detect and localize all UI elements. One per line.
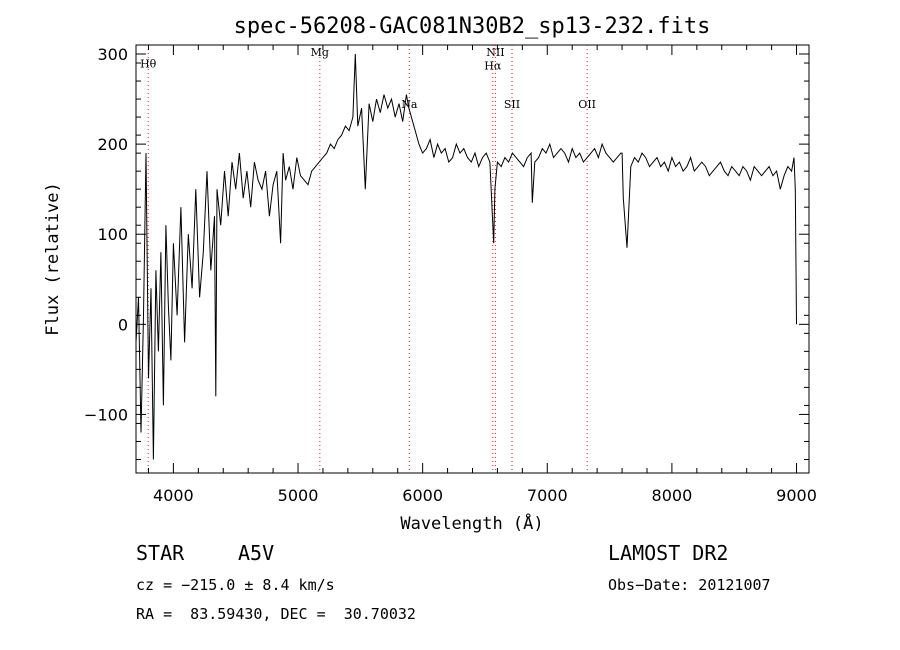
y-axis-label: Flux (relative): [43, 182, 63, 336]
emission-line-label: SII: [504, 98, 520, 111]
survey-name: LAMOST DR2: [608, 541, 729, 565]
y-tick-label: 200: [97, 135, 128, 154]
y-tick-label: 300: [97, 45, 128, 64]
spectrum-series-line: [135, 53, 797, 460]
y-tick-label: −100: [84, 405, 128, 424]
redshift-velocity: cz = −215.0 ± 8.4 km/s: [136, 576, 335, 594]
object-subclass: A5V: [238, 541, 275, 565]
x-tick-label: 9000: [776, 486, 817, 505]
emission-line-label: Mg: [311, 46, 329, 59]
x-tick-label: 4000: [153, 486, 194, 505]
y-tick-label: 0: [118, 315, 128, 334]
coordinates: RA = 83.59430, DEC = 30.70032: [136, 605, 416, 623]
object-class: STAR: [136, 541, 185, 565]
x-tick-label: 7000: [527, 486, 568, 505]
chart-title: spec-56208-GAC081N30B2_sp13-232.fits: [234, 14, 711, 39]
emission-line-label: Hθ: [140, 58, 157, 71]
emission-line-label: OII: [578, 98, 596, 111]
observation-date: Obs−Date: 20121007: [608, 576, 771, 594]
y-tick-label: 100: [97, 225, 128, 244]
emission-line-label: Hα: [484, 59, 502, 72]
x-tick-label: 6000: [402, 486, 443, 505]
x-tick-label: 8000: [652, 486, 693, 505]
plot-frame: [135, 44, 810, 474]
x-axis-ticks: 4000 5000 6000 7000 8000 9000: [147, 45, 817, 505]
x-tick-label: 5000: [278, 486, 319, 505]
emission-line-label: NII: [486, 46, 504, 59]
y-axis-ticks: −100 0 100 200 300: [84, 45, 809, 460]
x-axis-label: Wavelength (Å): [400, 512, 543, 534]
